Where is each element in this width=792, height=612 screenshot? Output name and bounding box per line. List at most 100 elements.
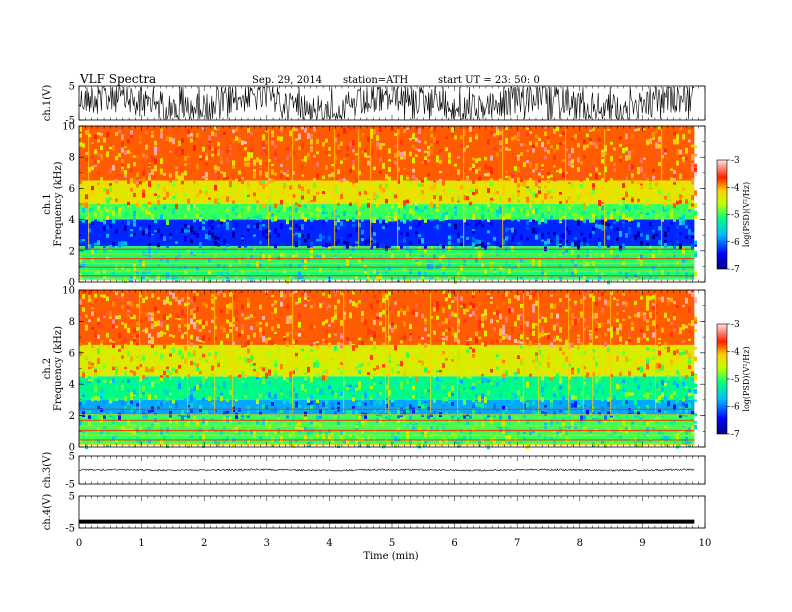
spectrogram-noise [247, 340, 250, 346]
y-axis-label: ch.1(V) [42, 85, 53, 122]
spectrogram-noise [139, 375, 142, 382]
spectrogram-noise [586, 372, 589, 378]
spectrogram-noise [589, 333, 592, 337]
spectrogram-noise [259, 371, 262, 376]
spectrogram-noise [553, 430, 556, 433]
spectrogram-noise [157, 406, 160, 410]
spectrogram-noise [493, 271, 496, 274]
spectrogram-noise [160, 291, 163, 295]
spectrogram-noise [490, 178, 493, 184]
spectrogram-noise [400, 199, 403, 203]
spectrogram-noise [181, 179, 184, 185]
spectrogram-noise [421, 209, 424, 213]
spectrogram-noise [358, 337, 361, 341]
spectrogram-noise [571, 319, 574, 326]
spectrogram-noise [535, 390, 538, 394]
spectrogram-noise [178, 175, 181, 181]
spectrogram-noise [310, 394, 313, 400]
spectrogram-noise [250, 162, 253, 166]
spectrogram-noise [586, 395, 589, 400]
spectrogram-noise [478, 157, 481, 161]
spectrogram-noise [85, 151, 88, 156]
spectrogram-noise [505, 175, 508, 178]
spectrogram-noise [283, 208, 286, 212]
spectrogram-noise [346, 385, 349, 390]
spectrogram-noise [232, 324, 235, 327]
spectrogram-noise [595, 215, 598, 220]
spectrogram-noise [616, 254, 619, 257]
spectrogram-noise [403, 129, 406, 133]
spectrogram-noise [691, 162, 694, 166]
spectrogram-noise [241, 329, 244, 334]
spectrogram-noise [169, 233, 172, 236]
spectrogram-noise [214, 420, 217, 424]
spectrogram-noise [214, 241, 217, 246]
spectrogram-noise [289, 391, 292, 397]
spectrogram-noise [403, 237, 406, 240]
spectrogram-noise [166, 443, 169, 449]
spectrogram-noise [229, 218, 232, 221]
spectrogram-noise [325, 340, 328, 343]
spectrogram-noise [247, 224, 250, 229]
spectrogram-noise [448, 147, 451, 151]
spectrogram-noise [310, 139, 313, 145]
spectrogram-noise [595, 328, 598, 331]
spectrogram-noise [148, 410, 151, 414]
spectrogram-noise [277, 345, 280, 349]
spectrogram-noise [598, 241, 601, 248]
spectrogram-noise [376, 312, 379, 318]
spectrogram-noise [340, 291, 343, 296]
spectrogram-noise [583, 154, 586, 159]
spectrogram-noise [214, 324, 217, 330]
spectrogram-noise [394, 145, 397, 149]
spectrogram-noise [121, 205, 124, 211]
spectrogram-noise [580, 232, 583, 236]
spectrogram-noise [241, 414, 244, 417]
spectrogram-noise [316, 138, 319, 145]
spectrogram-noise [439, 148, 442, 153]
spectrogram-noise [322, 370, 325, 374]
spectrogram-noise [436, 433, 439, 436]
spectrogram-noise [184, 229, 187, 233]
spectrogram-noise [163, 299, 166, 305]
spectrogram-noise [316, 362, 319, 368]
spectrogram-noise [340, 147, 343, 151]
spectrogram-noise [352, 291, 355, 295]
spectrogram-noise [355, 210, 358, 215]
spectrogram-noise [190, 402, 193, 409]
spectrogram-noise [88, 294, 91, 299]
spectrogram-noise [331, 268, 334, 272]
spectrogram-noise [628, 165, 631, 170]
spectrogram-noise [382, 259, 385, 263]
spectrogram-noise [529, 340, 532, 347]
spectrogram-noise [421, 183, 424, 187]
spectrogram-noise [244, 196, 247, 202]
spectrogram-noise [538, 188, 541, 192]
spectrogram-noise [595, 189, 598, 194]
spectrogram-noise [337, 363, 340, 369]
spectrogram-noise [238, 210, 241, 217]
spectrogram-streak [397, 129, 399, 248]
spectrogram-noise [463, 303, 466, 308]
spectrogram-noise [436, 224, 439, 230]
spectrogram-noise [628, 216, 631, 222]
spectrogram-noise [241, 425, 244, 428]
spectrogram-noise [574, 261, 577, 264]
spectrogram-noise [385, 219, 388, 224]
spectrogram-noise [271, 212, 274, 217]
spectrogram-noise [181, 415, 184, 421]
spectrogram-noise [142, 414, 145, 419]
spectrogram-noise [610, 155, 613, 162]
spectrogram-noise [160, 256, 163, 259]
spectrogram-noise [511, 393, 514, 396]
spectrogram-noise [559, 142, 562, 146]
spectrogram-noise [601, 205, 604, 211]
spectrogram-noise [487, 202, 490, 208]
spectrogram-noise [553, 324, 556, 330]
spectrogram-noise [436, 425, 439, 430]
spectrogram-noise [535, 365, 538, 370]
spectrogram-noise [85, 409, 88, 416]
spectrogram-noise [487, 379, 490, 383]
spectrogram-noise [415, 205, 418, 211]
spectrogram-noise [190, 352, 193, 358]
